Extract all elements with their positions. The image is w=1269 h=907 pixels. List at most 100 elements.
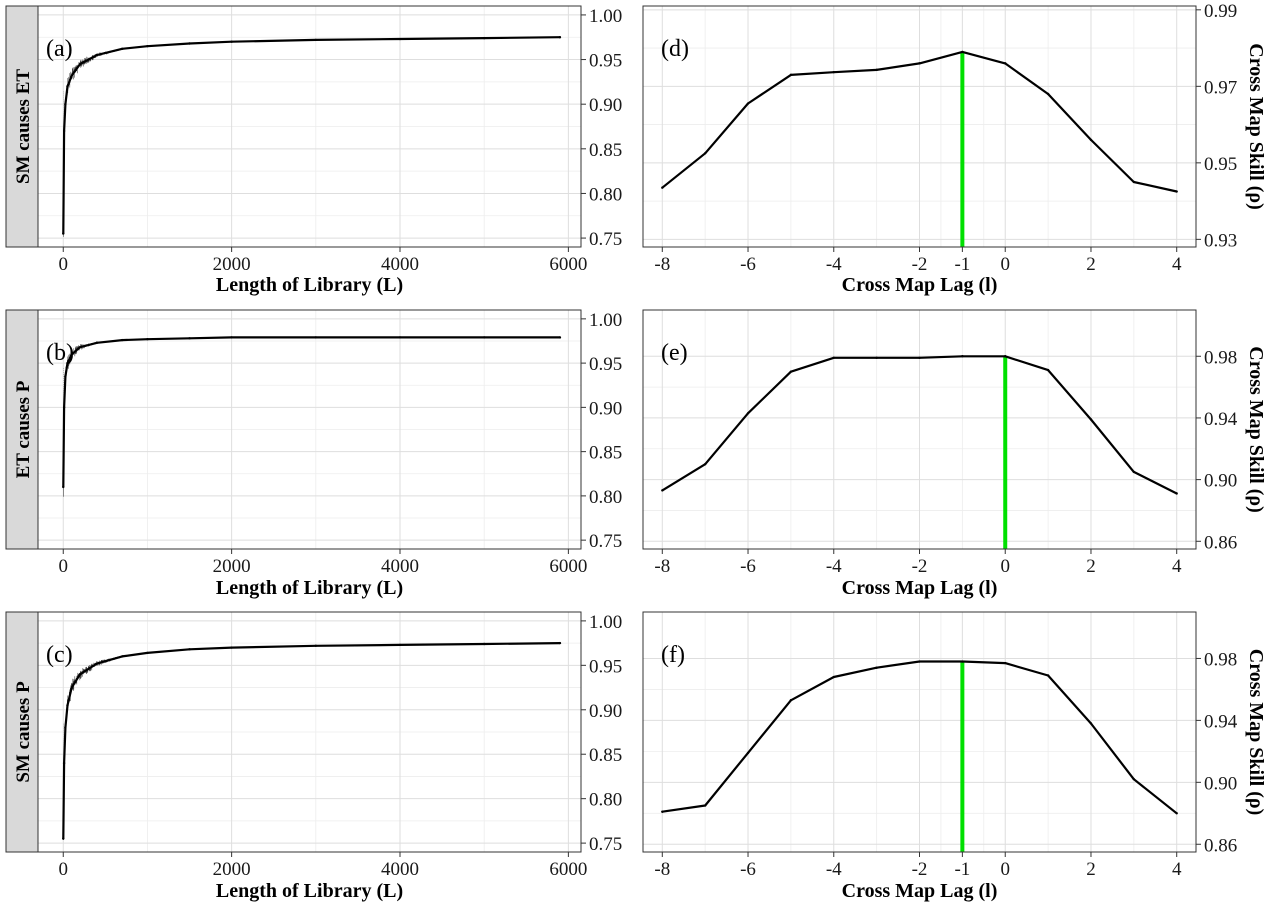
x-tick-label: -6 bbox=[740, 556, 756, 577]
x-tick-label: 4 bbox=[1172, 859, 1182, 880]
data-point bbox=[120, 655, 124, 658]
facet-strip-label: SM causes P bbox=[13, 681, 34, 783]
data-point bbox=[746, 102, 750, 105]
data-point bbox=[230, 646, 233, 649]
y-tick-label: 0.80 bbox=[589, 790, 622, 811]
y-tick-label: 0.80 bbox=[589, 487, 622, 508]
data-point bbox=[78, 345, 82, 349]
y-tick-label: 1.00 bbox=[589, 6, 622, 27]
y-tick-label: 1.00 bbox=[589, 310, 622, 331]
data-point bbox=[1132, 180, 1136, 184]
facet-strip-label: ET causes P bbox=[13, 380, 34, 478]
facet-strip-label: SM causes ET bbox=[13, 69, 34, 184]
data-point bbox=[789, 73, 793, 77]
data-point bbox=[188, 648, 191, 651]
data-point bbox=[661, 489, 664, 492]
x-tick-label: -4 bbox=[826, 556, 842, 577]
data-point bbox=[1046, 368, 1050, 372]
data-point bbox=[398, 37, 402, 41]
x-tick-label: -1 bbox=[954, 254, 970, 275]
data-point bbox=[78, 673, 82, 676]
data-point bbox=[832, 675, 835, 679]
panel-tag-label: (a) bbox=[46, 36, 73, 62]
data-point bbox=[918, 62, 921, 65]
data-point bbox=[789, 699, 793, 702]
y-tick-label: 0.85 bbox=[589, 443, 622, 464]
data-point bbox=[230, 40, 233, 43]
data-point bbox=[1089, 722, 1093, 725]
y-tick-label: 0.97 bbox=[1204, 77, 1237, 98]
y-tick-label: 0.90 bbox=[1204, 773, 1237, 794]
data-point bbox=[1132, 778, 1136, 781]
y-tick-label: 0.94 bbox=[1204, 711, 1238, 732]
data-point bbox=[398, 643, 402, 647]
y-axis-title: Cross Map Skill (ρ) bbox=[1245, 346, 1267, 512]
y-tick-label: 0.95 bbox=[1204, 154, 1237, 175]
data-point bbox=[314, 336, 318, 339]
data-point bbox=[703, 152, 707, 155]
x-axis-title: Cross Map Lag (l) bbox=[842, 274, 998, 296]
data-point bbox=[70, 686, 73, 689]
data-point bbox=[482, 36, 486, 40]
y-tick-label: 0.98 bbox=[1204, 649, 1237, 670]
data-point bbox=[95, 53, 99, 57]
data-point bbox=[64, 726, 67, 729]
data-point bbox=[961, 660, 964, 663]
x-tick-label: -1 bbox=[954, 859, 970, 880]
x-tick-label: 4000 bbox=[381, 556, 419, 577]
x-tick-label: 2000 bbox=[213, 556, 251, 577]
panel-tag-label: (e) bbox=[661, 340, 688, 366]
panel-tag-label: (b) bbox=[46, 340, 74, 366]
data-point bbox=[64, 102, 67, 106]
data-point bbox=[1004, 355, 1007, 358]
y-tick-label: 0.95 bbox=[589, 656, 622, 677]
x-tick-label: -2 bbox=[912, 859, 928, 880]
x-tick-label: -2 bbox=[912, 254, 928, 275]
data-point bbox=[70, 74, 73, 77]
panel-d: -8 -6 -4 -2 -1 0 2 4 0.93 0.95 0.97 0.99 Cross Map L… bbox=[642, 1, 1267, 296]
data-point bbox=[558, 641, 562, 645]
data-point bbox=[875, 666, 878, 669]
x-tick-label: 4000 bbox=[381, 859, 419, 880]
x-tick-label: 4 bbox=[1172, 556, 1182, 577]
data-point bbox=[78, 62, 82, 66]
y-tick-label: 1.00 bbox=[589, 612, 622, 633]
y-tick-label: 0.80 bbox=[589, 184, 622, 205]
data-point bbox=[558, 36, 562, 39]
x-axis-title: Cross Map Lag (l) bbox=[842, 577, 998, 599]
data-point bbox=[62, 837, 65, 840]
y-tick-label: 0.90 bbox=[1204, 471, 1237, 492]
data-point bbox=[1089, 418, 1093, 421]
data-point bbox=[961, 50, 964, 54]
data-point bbox=[746, 751, 750, 755]
y-tick-label: 0.86 bbox=[1204, 532, 1237, 553]
data-point bbox=[188, 42, 191, 45]
data-point bbox=[95, 341, 99, 344]
x-tick-label: -4 bbox=[826, 254, 842, 275]
y-axis-title: Cross Map Skill (ρ) bbox=[1245, 43, 1267, 209]
x-tick-label: 4000 bbox=[381, 254, 419, 275]
data-point bbox=[62, 406, 66, 409]
y-tick-label: 0.85 bbox=[589, 140, 622, 161]
x-tick-label: 2000 bbox=[213, 859, 251, 880]
y-tick-label: 0.85 bbox=[589, 745, 622, 766]
data-point bbox=[1175, 492, 1178, 495]
x-tick-label: 6000 bbox=[549, 556, 587, 577]
x-tick-label: -8 bbox=[654, 556, 670, 577]
x-tick-label: 0 bbox=[1000, 254, 1010, 275]
y-tick-label: 0.75 bbox=[589, 834, 622, 855]
x-tick-label: 2000 bbox=[213, 254, 251, 275]
panel-tag-label: (f) bbox=[661, 642, 685, 668]
x-axis-title: Length of Library (L) bbox=[216, 577, 403, 599]
facet-strip bbox=[5, 309, 39, 550]
facet-strip bbox=[5, 611, 39, 853]
data-point bbox=[64, 375, 67, 378]
data-point bbox=[62, 485, 65, 489]
data-point bbox=[746, 412, 750, 415]
data-point bbox=[1132, 470, 1136, 474]
x-tick-label: 0 bbox=[59, 556, 69, 577]
x-tick-label: 6000 bbox=[549, 254, 587, 275]
x-tick-label: 2 bbox=[1086, 254, 1096, 275]
